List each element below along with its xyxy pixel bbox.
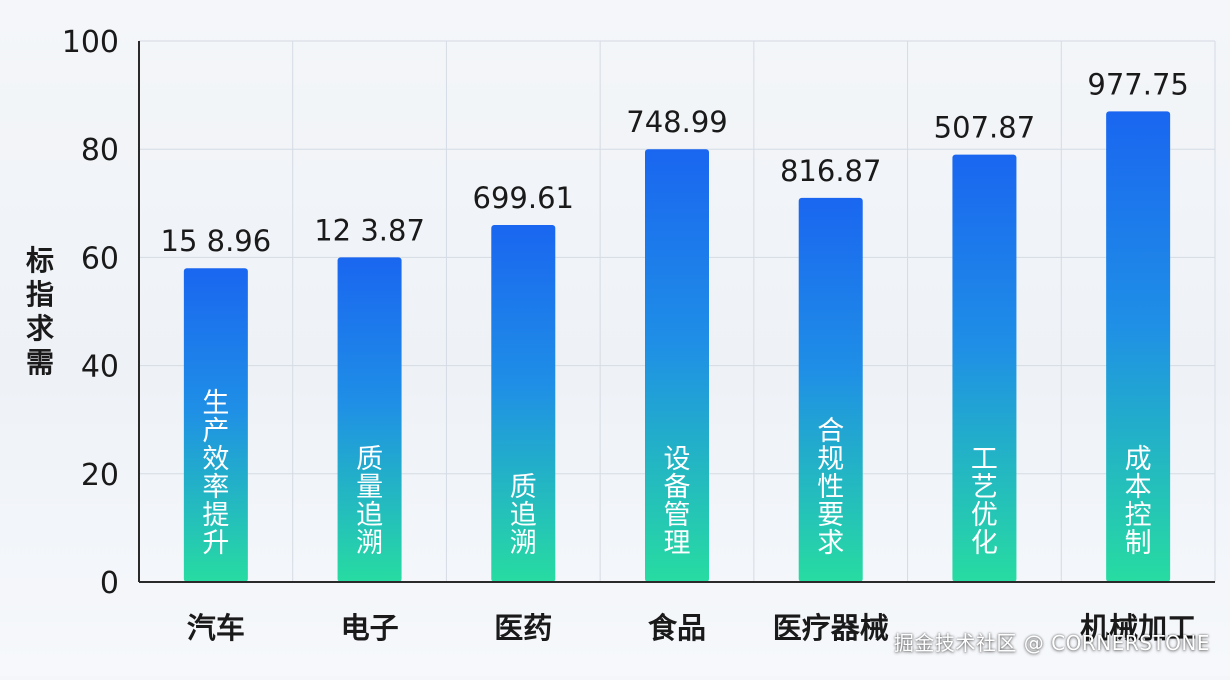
bar <box>645 149 709 582</box>
bar-inner-label: 设备管理 <box>664 444 691 559</box>
bar-inner-label: 工艺优化 <box>971 444 998 559</box>
bar-inner-label: 生产效率提升 <box>202 388 229 559</box>
watermark: 掘金技术社区 @ CORNERSTONE <box>893 631 1210 655</box>
data-label: 748.99 <box>626 105 727 139</box>
data-label: 15 8.96 <box>161 224 272 258</box>
y-tick-label: 40 <box>81 350 119 385</box>
axis-layer <box>138 41 1215 583</box>
bar-inner-label: 质追溯 <box>510 472 537 559</box>
bar <box>491 224 556 582</box>
bars-layer <box>183 111 1171 583</box>
bar <box>337 257 402 582</box>
bar-inner-label: 质量追溯 <box>356 444 383 559</box>
y-tick-label: 60 <box>81 241 119 276</box>
bar-inner-label: 合规性要求 <box>817 416 844 559</box>
y-axis-label: 标指求需 <box>26 244 54 379</box>
bar <box>183 268 248 582</box>
data-label: 12 3.87 <box>314 213 425 247</box>
y-tick-label: 20 <box>81 458 119 493</box>
y-tick-label: 100 <box>62 25 119 60</box>
bar <box>1106 111 1171 582</box>
y-tick-label: 80 <box>81 133 119 168</box>
labels-layer: 0 20 40 60 80 100 标指求需 15 8.96 汽车 生产效率提升 12 3.87 电子… <box>26 25 1196 645</box>
bar <box>798 197 863 582</box>
y-tick-label: 0 <box>100 566 119 601</box>
bar-inner-label: 成本控制 <box>1125 444 1152 559</box>
x-tick-label: 医药 <box>494 611 552 645</box>
data-label: 816.87 <box>780 154 881 188</box>
x-tick-label: 机械加工 <box>1080 611 1196 645</box>
x-tick-label: 食品 <box>648 611 706 645</box>
grid-layer <box>139 40 1216 582</box>
x-tick-label: 医疗器械 <box>773 611 889 645</box>
data-label: 507.87 <box>934 111 1035 145</box>
x-tick-label: 汽车 <box>187 611 245 645</box>
data-label: 977.75 <box>1087 67 1188 101</box>
bar <box>952 154 1017 583</box>
data-label: 699.61 <box>473 181 574 215</box>
x-tick-label: 电子 <box>341 611 399 645</box>
